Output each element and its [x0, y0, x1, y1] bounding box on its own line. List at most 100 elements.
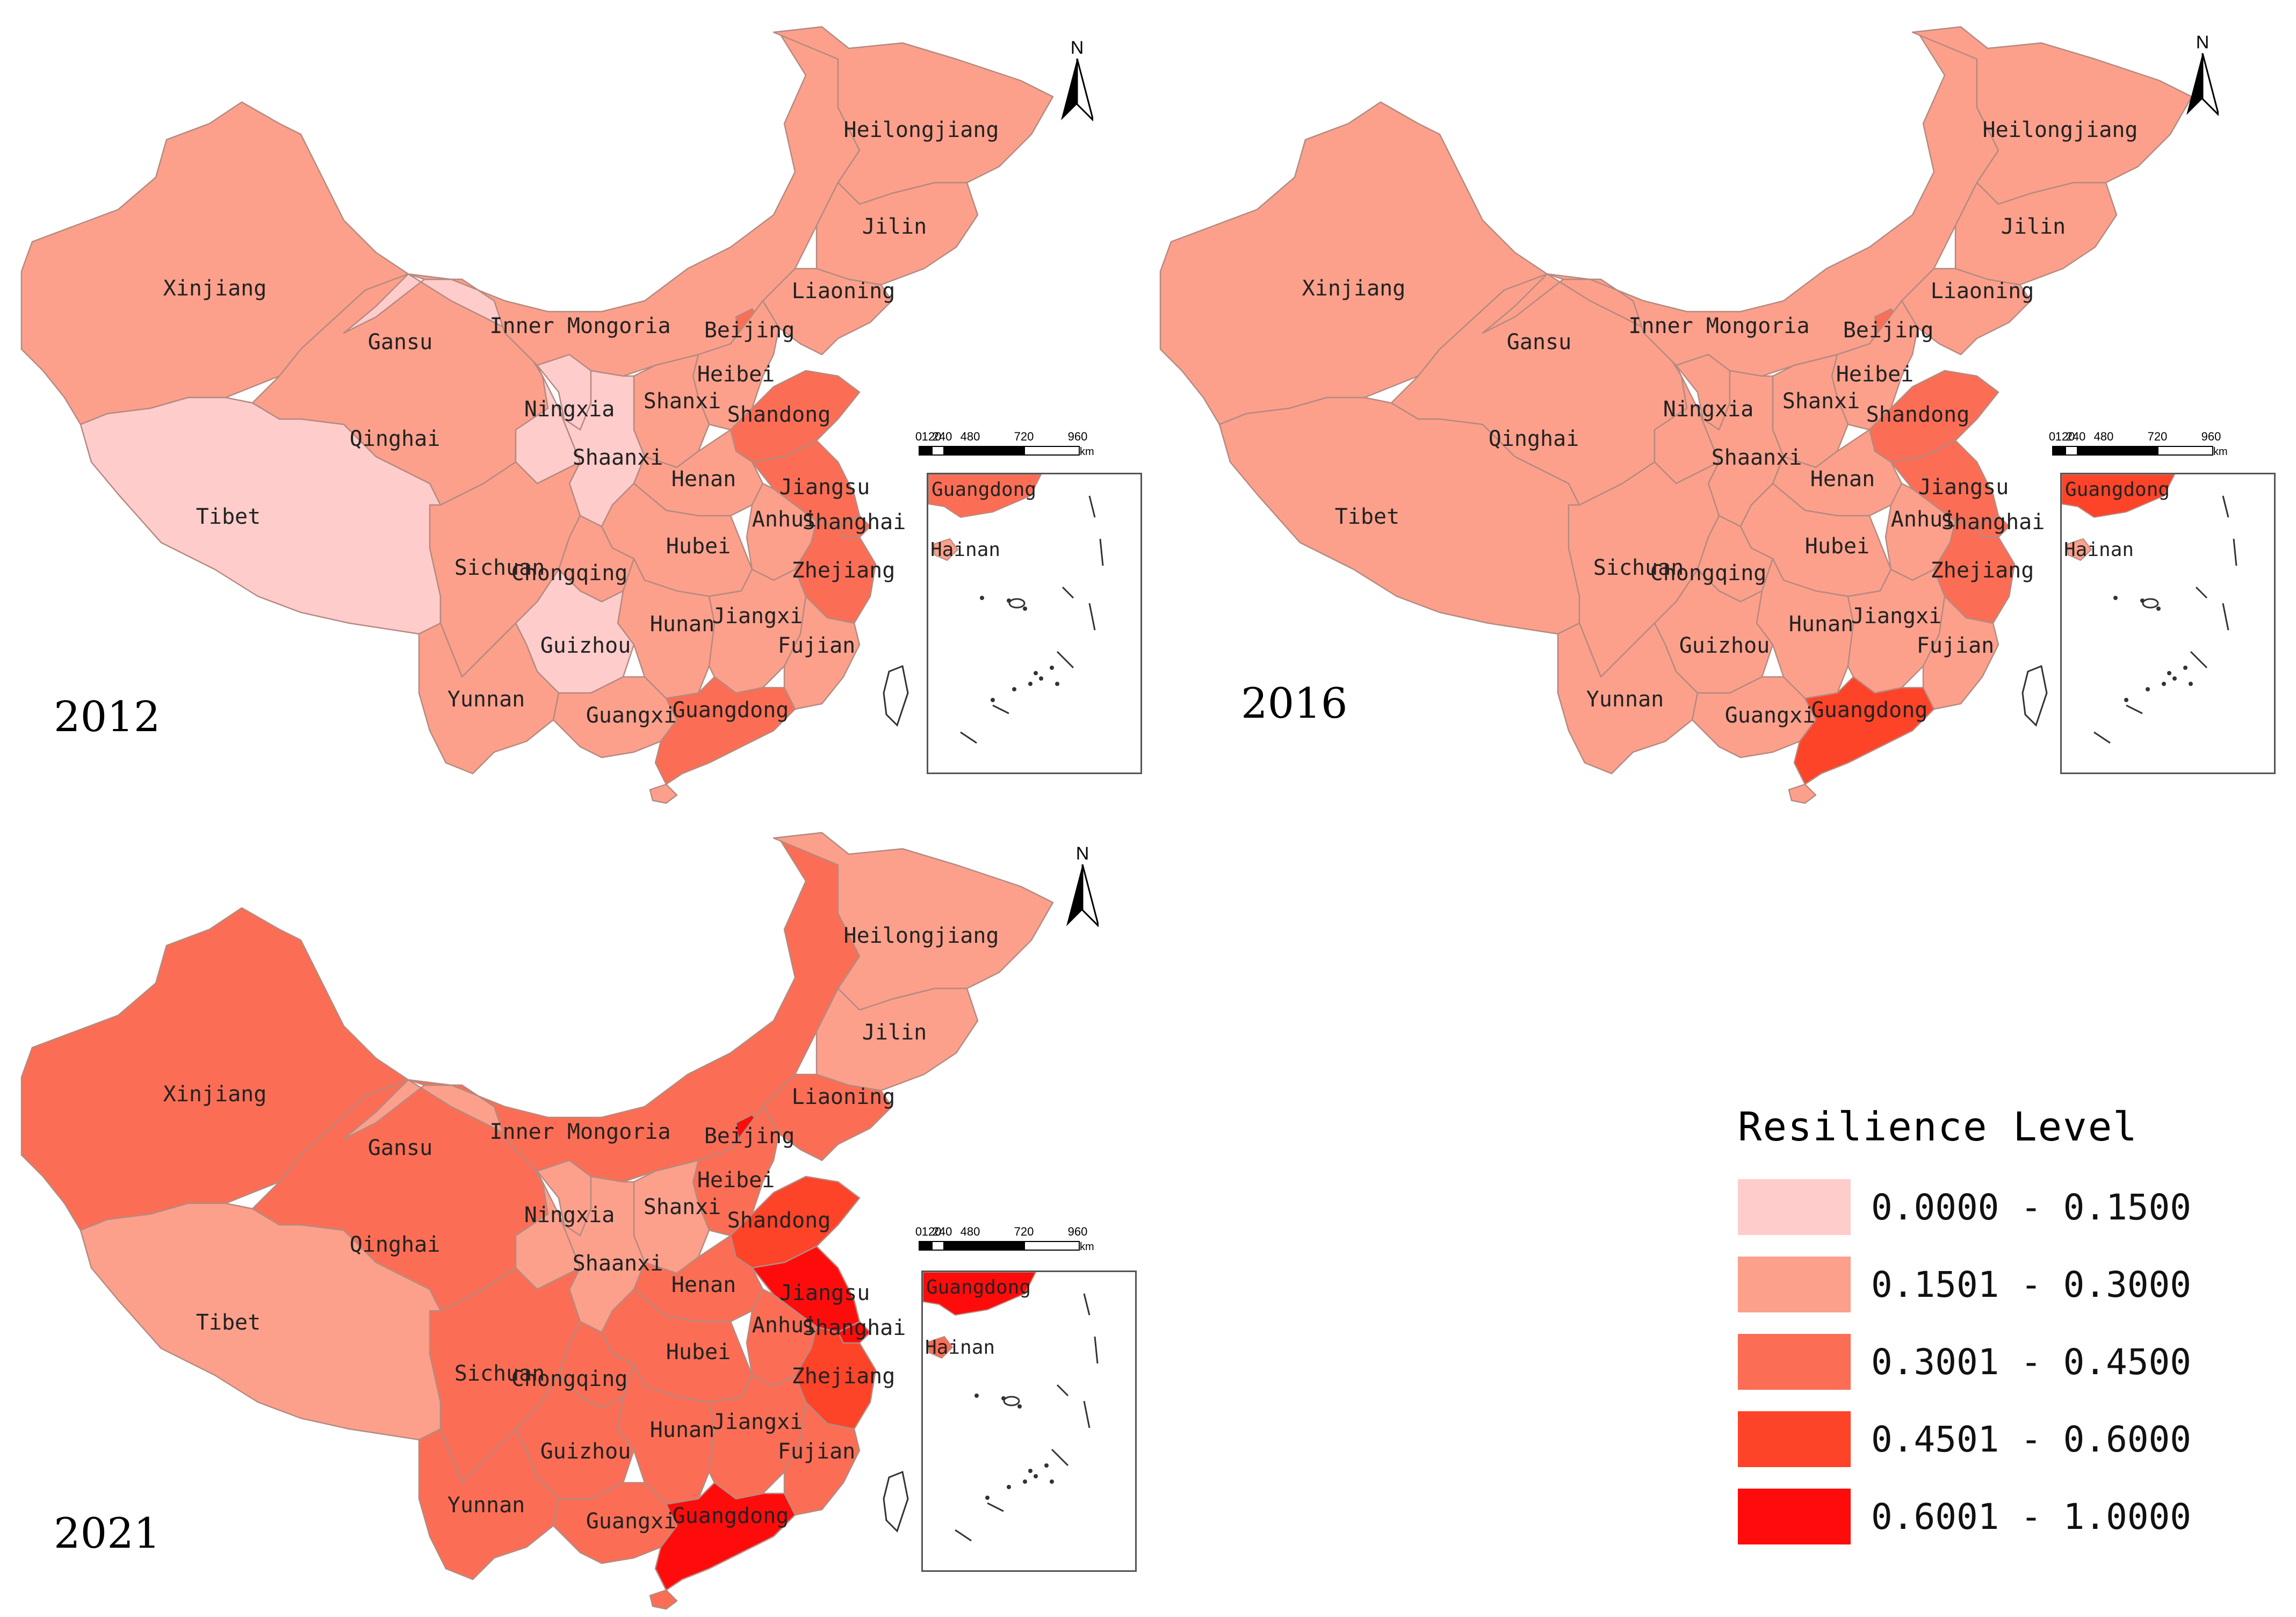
inset-label-hainan: Hainan [2064, 539, 2134, 561]
province-label: Liaoning [792, 1085, 896, 1109]
province-label: Hubei [666, 534, 731, 559]
north-arrow-icon: N [1061, 38, 1095, 125]
province-label: Guizhou [540, 633, 631, 658]
legend-row: 0.0000 - 0.1500 [1738, 1168, 2191, 1246]
scale-tick-label: 720 [2147, 430, 2168, 443]
province-label: Zhejiang [1931, 558, 2034, 583]
province-label: Sichuan [454, 555, 545, 580]
scale-tick-label: 240 [932, 1225, 952, 1238]
province-label: Heibei [697, 1168, 775, 1193]
province-label: Xinjiang [163, 1082, 267, 1107]
province-label: Sichuan [454, 1361, 545, 1386]
province-label: Jiangsu [779, 1281, 870, 1305]
legend-label-1: 0.0000 - 0.1500 [1871, 1186, 2192, 1228]
province-label: Shanxi [644, 389, 721, 414]
scale-segment [943, 1242, 971, 1250]
province-hainan [649, 1589, 678, 1610]
province-label: Shanxi [1782, 389, 1860, 414]
province-heilongjiang [772, 26, 1054, 205]
legend-row: 0.1501 - 0.3000 [1738, 1246, 2191, 1323]
province-label: Shaanxi [573, 1251, 663, 1276]
province-fujian [783, 595, 861, 710]
legend-swatch-4 [1738, 1411, 1851, 1467]
province-label: Guangxi [1725, 703, 1816, 728]
province-label: Qinghai [350, 1232, 441, 1257]
province-label: Jiangxi [712, 1410, 803, 1434]
province-guangdong [1793, 676, 1935, 785]
province-label: Guangxi [586, 703, 677, 728]
legend-label-2: 0.1501 - 0.3000 [1871, 1264, 2192, 1305]
province-label: Shanghai [1941, 510, 2045, 535]
scale-bar: 0 120 240 480 720 960 km [915, 1225, 1123, 1253]
province-label: Heibei [697, 362, 775, 387]
province-label: Anhui [752, 1313, 817, 1338]
province-label: Guizhou [540, 1439, 631, 1464]
scale-tick-label: 720 [1014, 430, 1034, 443]
province-map: Xinjiang Tibet Qinghai Gansu Inner Mongoria H… [20, 832, 1054, 1610]
province-label: Shanxi [644, 1195, 721, 1219]
scale-tick-label: 120 [2055, 430, 2075, 443]
south-china-sea-inset: Guangdong Hainan [921, 1270, 1137, 1572]
province-label: Heilongjiang [1983, 118, 2138, 142]
legend: Resilience Level 0.0000 - 0.1500 0.1501 … [1738, 1104, 2191, 1555]
scale-tick-label: 720 [1014, 1225, 1034, 1238]
inset-label-hainan: Hainan [925, 1337, 995, 1359]
province-label: Hubei [666, 1340, 731, 1365]
scale-tick-label: 0 [915, 1225, 922, 1238]
province-label: Chongqing [1650, 561, 1767, 586]
south-china-sea-inset: Guangdong Hainan [927, 473, 1142, 774]
province-label: Ningxia [524, 397, 615, 422]
scale-segment [2105, 447, 2158, 454]
province-label: Qinghai [1489, 427, 1579, 451]
year-label: 2012 [54, 693, 161, 741]
province-map: Xinjiang Tibet Qinghai Gansu Inner Mongoria H… [1159, 26, 2193, 804]
year-label: 2016 [1241, 680, 1348, 728]
province-label: Shandong [727, 1208, 831, 1233]
province-heilongjiang [772, 832, 1054, 1011]
north-label: N [1070, 38, 1084, 58]
province-label: Hunan [650, 612, 714, 637]
scale-tick-label: 240 [2066, 430, 2086, 443]
province-guangdong [654, 1482, 796, 1591]
legend-row: 0.6001 - 1.0000 [1738, 1478, 2191, 1555]
scale-unit: km [2213, 446, 2228, 458]
map-panel-2016: Xinjiang Tibet Qinghai Gansu Inner Mongoria H… [1133, 0, 2283, 806]
province-label: Heilongjiang [844, 118, 999, 142]
province-label: Guangxi [586, 1509, 677, 1534]
province-label: Gansu [368, 330, 432, 355]
taiwan-outline [883, 665, 909, 727]
province-label: Fujian [1917, 633, 1995, 658]
province-label: Beijing [704, 1124, 795, 1149]
province-label: Yunnan [447, 687, 525, 712]
province-fujian [1922, 595, 1999, 710]
province-label: Tibet [1335, 504, 1399, 529]
scale-segment [2077, 447, 2105, 454]
north-arrow-icon: N [1066, 843, 1100, 931]
province-hainan [1788, 783, 1817, 804]
province-label: Anhui [752, 507, 817, 532]
legend-title: Resilience Level [1738, 1104, 2138, 1150]
legend-label-3: 0.3001 - 0.4500 [1871, 1341, 2192, 1383]
scale-tick-label: 480 [2093, 430, 2114, 443]
province-label: Henan [672, 467, 736, 492]
province-label: Beijing [1843, 318, 1934, 343]
taiwan-outline [2021, 665, 2048, 727]
scale-tick-label: 240 [932, 430, 952, 443]
scale-segment [920, 1242, 933, 1250]
legend-swatch-2 [1738, 1257, 1851, 1312]
province-label: Tibet [196, 1310, 261, 1335]
province-label: Jiangxi [712, 604, 803, 629]
province-label: Chongqing [511, 561, 628, 586]
legend-row: 0.3001 - 0.4500 [1738, 1323, 2191, 1401]
legend-swatch-1 [1738, 1179, 1851, 1235]
province-label: Qinghai [350, 427, 441, 451]
map-panel-2021: Xinjiang Tibet Qinghai Gansu Inner Mongoria H… [0, 811, 1150, 1612]
province-label: Ningxia [524, 1203, 615, 1228]
province-label: Jilin [2001, 214, 2066, 239]
province-label: Sichuan [1593, 555, 1684, 580]
province-label: Fujian [778, 633, 856, 658]
province-label: Hunan [1789, 612, 1853, 637]
scale-segment [971, 447, 1025, 454]
province-label: Jilin [862, 1020, 927, 1045]
province-label: Inner Mongoria [1628, 314, 1809, 338]
